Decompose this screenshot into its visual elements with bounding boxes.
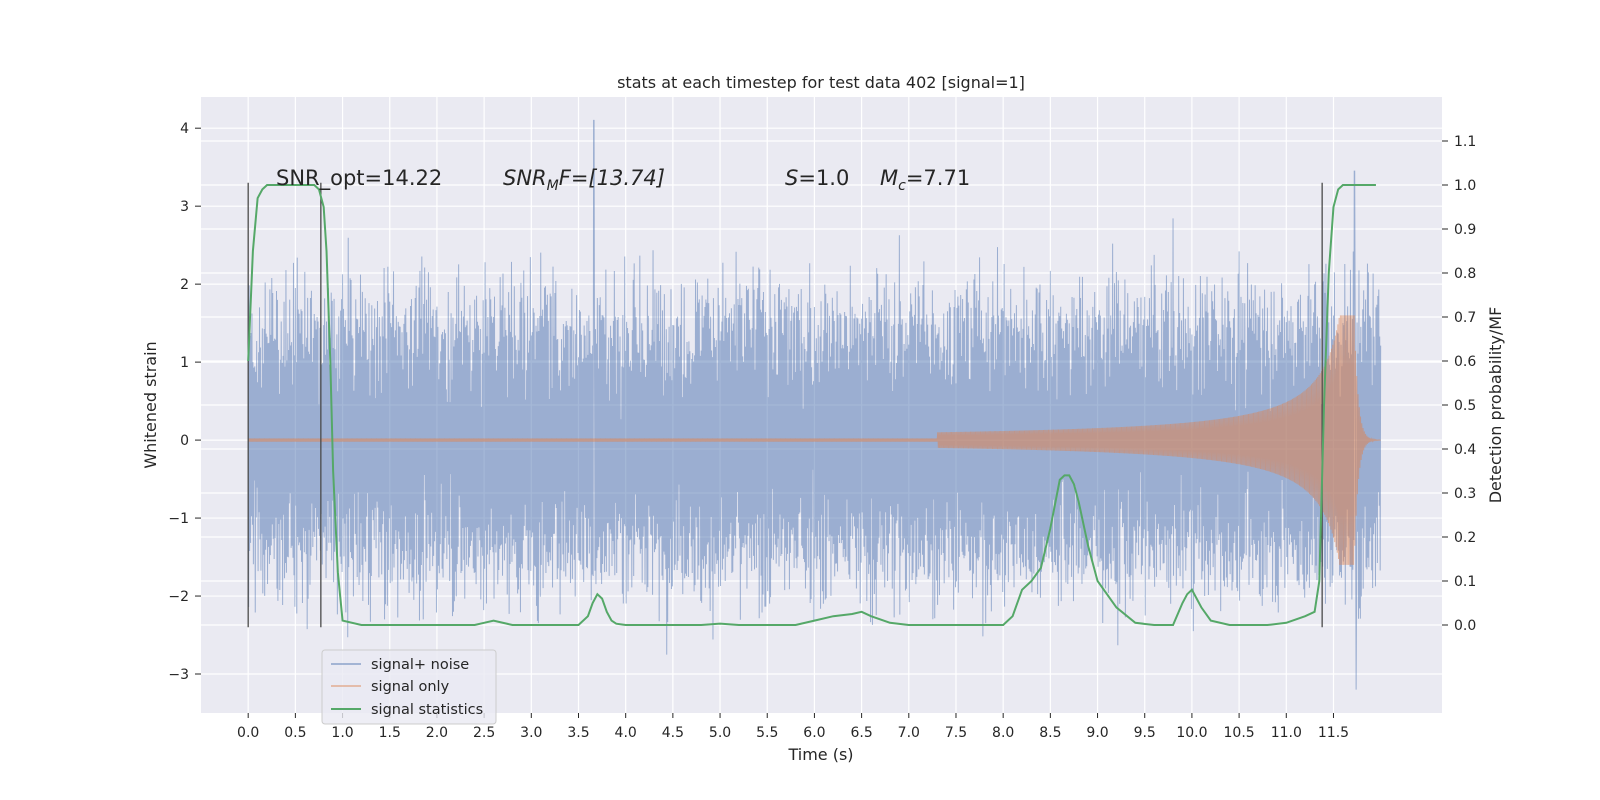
x-tick-label: 7.0 [898, 725, 920, 741]
y-left-tick-label: 3 [180, 199, 189, 215]
x-tick-label: 6.5 [850, 725, 872, 741]
x-tick-label: 5.0 [709, 725, 731, 741]
y-right-tick-label: 0.9 [1454, 222, 1476, 238]
y-right-tick-label: 0.4 [1454, 442, 1476, 458]
x-tick-label: 6.0 [803, 725, 825, 741]
y-right-tick-label: 1.1 [1454, 134, 1476, 150]
annotation-s-symbol: S [785, 166, 798, 190]
legend-label-signal-only: signal only [371, 679, 450, 695]
x-tick-label: 9.5 [1134, 725, 1156, 741]
y-right-axis-ticks: 0.0 0.1 0.2 0.3 0.4 0.5 0.6 0.7 0.8 0.9 1.0 1.1 [1442, 134, 1476, 634]
x-tick-label: 10.0 [1176, 725, 1207, 741]
y-left-tick-label: −1 [168, 511, 189, 527]
legend: signal+ noise signal only signal statist… [321, 649, 497, 725]
annotation-snr-opt: SNR_opt=14.22 [276, 166, 442, 191]
annotation-s-value: =1.0 [798, 166, 849, 190]
x-tick-label: 3.0 [520, 725, 542, 741]
x-tick-label: 2.5 [473, 725, 495, 741]
x-tick-label: 9.0 [1086, 725, 1108, 741]
legend-label-signal-noise: signal+ noise [371, 657, 469, 673]
legend-box [321, 649, 497, 725]
annotation-snr-mf: SNRMF=[13.74] [503, 166, 665, 194]
x-tick-label: 11.0 [1271, 725, 1302, 741]
y-right-tick-label: 1.0 [1454, 178, 1476, 194]
x-tick-label: 7.5 [945, 725, 967, 741]
annotation-mc-subscript: c [898, 178, 906, 194]
x-tick-label: 8.0 [992, 725, 1014, 741]
annotation-mc: Mc=7.71 [880, 166, 970, 194]
y-right-tick-label: 0.6 [1454, 354, 1476, 370]
x-tick-label: 5.5 [756, 725, 778, 741]
x-tick-label: 2.0 [426, 725, 448, 741]
series-signal-noise-line [247, 119, 1382, 690]
y-right-tick-label: 0.2 [1454, 530, 1476, 546]
x-tick-label: 1.0 [331, 725, 353, 741]
y-right-tick-label: 0.8 [1454, 266, 1476, 282]
y-left-tick-label: −2 [168, 589, 189, 605]
y-right-tick-label: 0.0 [1454, 618, 1476, 634]
x-tick-label: 8.5 [1039, 725, 1061, 741]
y-left-tick-label: −3 [168, 667, 189, 683]
annotation-snr-mf-symbol: SNR [503, 166, 547, 190]
x-tick-label: 0.0 [237, 725, 259, 741]
x-tick-label: 10.5 [1224, 725, 1255, 741]
x-tick-label: 1.5 [379, 725, 401, 741]
y-right-tick-label: 0.5 [1454, 398, 1476, 414]
series-signal-only-line [247, 315, 1381, 565]
y-left-axis-ticks: −3 −2 −1 0 1 2 3 4 [168, 121, 201, 683]
annotation-s: S=1.0 [785, 166, 849, 190]
plot-area [247, 119, 1382, 690]
y-left-tick-label: 2 [180, 277, 189, 293]
x-tick-label: 11.5 [1318, 725, 1349, 741]
y-right-tick-label: 0.3 [1454, 486, 1476, 502]
annotation-mc-value: =7.71 [906, 166, 970, 190]
y-left-tick-label: 4 [180, 121, 189, 137]
series-signal-statistics-line [247, 184, 1376, 626]
legend-label-signal-statistics: signal statistics [371, 702, 483, 718]
x-axis-label: Time (s) [787, 745, 853, 764]
y-right-tick-label: 0.7 [1454, 310, 1476, 326]
x-tick-label: 4.5 [662, 725, 684, 741]
y-left-tick-label: 1 [180, 355, 189, 371]
y-left-tick-label: 0 [180, 433, 189, 449]
y-left-axis-label: Whitened strain [141, 341, 160, 468]
x-tick-label: 0.5 [284, 725, 306, 741]
x-axis-ticks: 0.0 0.5 1.0 1.5 2.0 2.5 3.0 3.5 4.0 4.5 5.0 5.5 6.0 6… [237, 713, 1349, 741]
annotation-snr-mf-subscript: M [547, 178, 559, 194]
annotation-mc-symbol: M [880, 166, 898, 190]
y-right-tick-label: 0.1 [1454, 574, 1476, 590]
x-tick-label: 3.5 [567, 725, 589, 741]
chart-title: stats at each timestep for test data 402… [617, 73, 1025, 92]
x-tick-label: 4.0 [615, 725, 637, 741]
vertical-markers [247, 182, 1323, 628]
annotation-snr-mf-value: F=[13.74] [559, 166, 665, 190]
y-right-axis-label: Detection probability/MF [1486, 307, 1505, 504]
